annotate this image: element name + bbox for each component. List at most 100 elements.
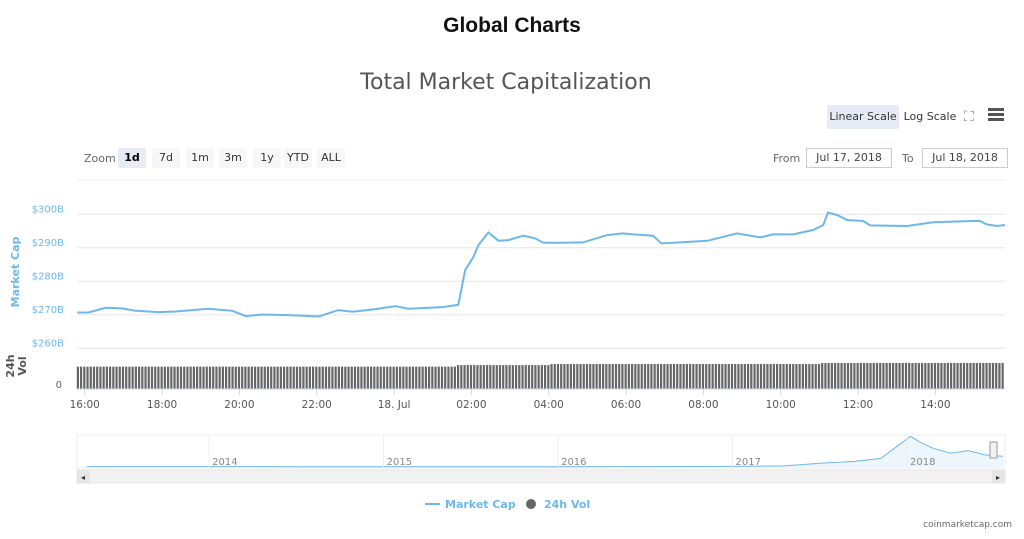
volume-bar — [998, 363, 1001, 389]
volume-bar — [904, 363, 908, 389]
volume-bar — [257, 366, 260, 389]
volume-bar — [350, 366, 353, 389]
volume-bar — [543, 365, 547, 389]
zoom-7d-button[interactable]: 7d — [152, 148, 180, 168]
volume-bar — [534, 365, 537, 389]
zoom-3m-button[interactable]: 3m — [219, 148, 247, 168]
scroll-left-button[interactable] — [77, 470, 90, 483]
volume-bar — [244, 366, 247, 389]
volume-bar — [424, 366, 427, 389]
zoom-all-button[interactable]: ALL — [317, 148, 345, 168]
volume-bar — [727, 364, 730, 389]
volume-bar — [927, 363, 930, 389]
volume-bar — [112, 366, 115, 389]
fullscreen-icon[interactable]: ⛶ — [964, 109, 974, 125]
volume-bar — [382, 366, 386, 389]
volume-bar — [212, 366, 215, 389]
x-tick-label: 22:00 — [302, 399, 332, 411]
volume-bar — [734, 364, 737, 389]
volume-bar — [763, 364, 766, 389]
volume-bar — [315, 366, 318, 389]
volume-bar — [701, 364, 705, 389]
volume-bar — [157, 366, 160, 389]
volume-bar — [850, 363, 853, 389]
zoom-1y-button[interactable]: 1y — [253, 148, 281, 168]
legend-market-cap[interactable]: Market Cap — [445, 498, 516, 511]
volume-bar — [189, 366, 192, 389]
linear-scale-button[interactable]: Linear Scale — [827, 105, 899, 129]
volume-bar — [292, 366, 295, 389]
volume-bar — [988, 363, 991, 389]
volume-bar — [247, 366, 250, 389]
volume-bar — [186, 366, 189, 389]
navigator-year-label: 2016 — [561, 457, 586, 468]
volume-bar — [83, 366, 86, 389]
volume-bar — [121, 366, 125, 389]
volume-bar — [956, 363, 959, 389]
volume-bar — [975, 363, 978, 389]
navigator-handle[interactable] — [989, 441, 998, 459]
volume-bar — [688, 364, 692, 389]
volume-bar — [144, 366, 147, 389]
volume-bar — [714, 364, 717, 389]
volume-bar — [888, 363, 891, 389]
volume-bar — [746, 364, 750, 389]
volume-bar — [962, 363, 966, 389]
from-date-input[interactable]: Jul 17, 2018 — [806, 148, 892, 168]
volume-bar — [643, 364, 647, 389]
navigator[interactable] — [76, 434, 1006, 469]
log-scale-button[interactable]: Log Scale — [903, 110, 957, 123]
volume-bar — [705, 364, 708, 389]
volume-bar — [753, 364, 756, 389]
volume-bar — [795, 364, 798, 389]
volume-bar — [282, 366, 286, 389]
volume-bar — [553, 364, 556, 389]
volume-bar — [344, 366, 347, 389]
volume-bar — [340, 366, 344, 389]
from-label: From — [773, 152, 801, 165]
zoom-ytd-button[interactable]: YTD — [284, 148, 312, 168]
volume-bar — [808, 364, 811, 389]
volume-bar — [270, 366, 273, 389]
volume-bar — [395, 366, 398, 389]
menu-icon[interactable] — [988, 108, 1004, 121]
volume-bar — [415, 366, 418, 389]
scroll-right-button[interactable] — [992, 470, 1005, 483]
to-date-input[interactable]: Jul 18, 2018 — [922, 148, 1008, 168]
volume-bar — [676, 364, 679, 389]
volume-bar — [360, 366, 363, 389]
volume-bar — [492, 365, 495, 389]
volume-bar — [943, 363, 946, 389]
volume-bar — [840, 363, 843, 389]
volume-bar — [698, 364, 701, 389]
legend-24h-vol[interactable]: 24h Vol — [544, 498, 590, 511]
scrollbar[interactable] — [76, 469, 1006, 484]
zoom-1d-button[interactable]: 1d — [118, 148, 146, 168]
volume-bar — [366, 366, 369, 389]
volume-bar — [611, 364, 614, 389]
volume-bar — [656, 364, 659, 389]
volume-bar — [846, 363, 850, 389]
volume-bar — [234, 366, 237, 389]
zoom-1m-button[interactable]: 1m — [186, 148, 214, 168]
volume-bar — [369, 366, 373, 389]
volume-bar — [128, 366, 131, 389]
volume-bar — [843, 363, 846, 389]
navigator-year-label: 2014 — [212, 457, 237, 468]
market-cap-line — [77, 211, 1006, 318]
volume-bar — [833, 363, 837, 389]
volume-bar — [804, 364, 808, 389]
volume-bar — [228, 366, 231, 389]
volume-bar — [866, 363, 869, 389]
volume-bar — [782, 364, 785, 389]
volume-bar — [740, 364, 743, 389]
credit-link[interactable]: coinmarketcap.com — [923, 520, 1012, 530]
volume-bar — [634, 364, 637, 389]
volume-bar — [208, 366, 212, 389]
volume-bar — [450, 366, 453, 389]
volume-bar — [659, 364, 663, 389]
volume-bar — [328, 366, 331, 389]
volume-bar — [830, 363, 833, 389]
volume-bar — [137, 366, 141, 389]
